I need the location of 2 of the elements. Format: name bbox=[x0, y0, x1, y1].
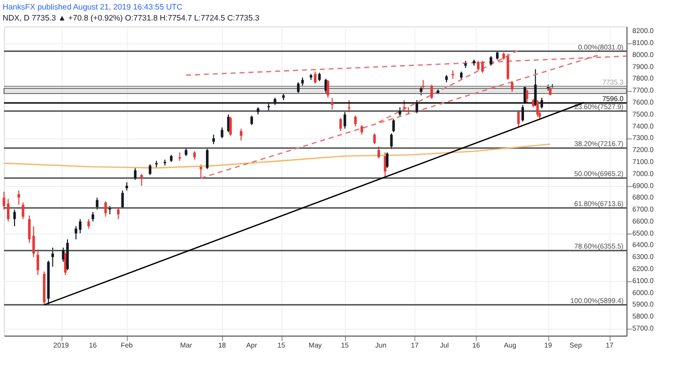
chart-subtitle: NDX, D 7735.3 ▲ +70.8 (+0.92%) O:7731.8 H:7754.7 L:7724.5 C:7735.3 bbox=[2, 13, 260, 22]
chart-title: HanksFX published August 21, 2019 16:43:55 UTC bbox=[2, 2, 183, 12]
